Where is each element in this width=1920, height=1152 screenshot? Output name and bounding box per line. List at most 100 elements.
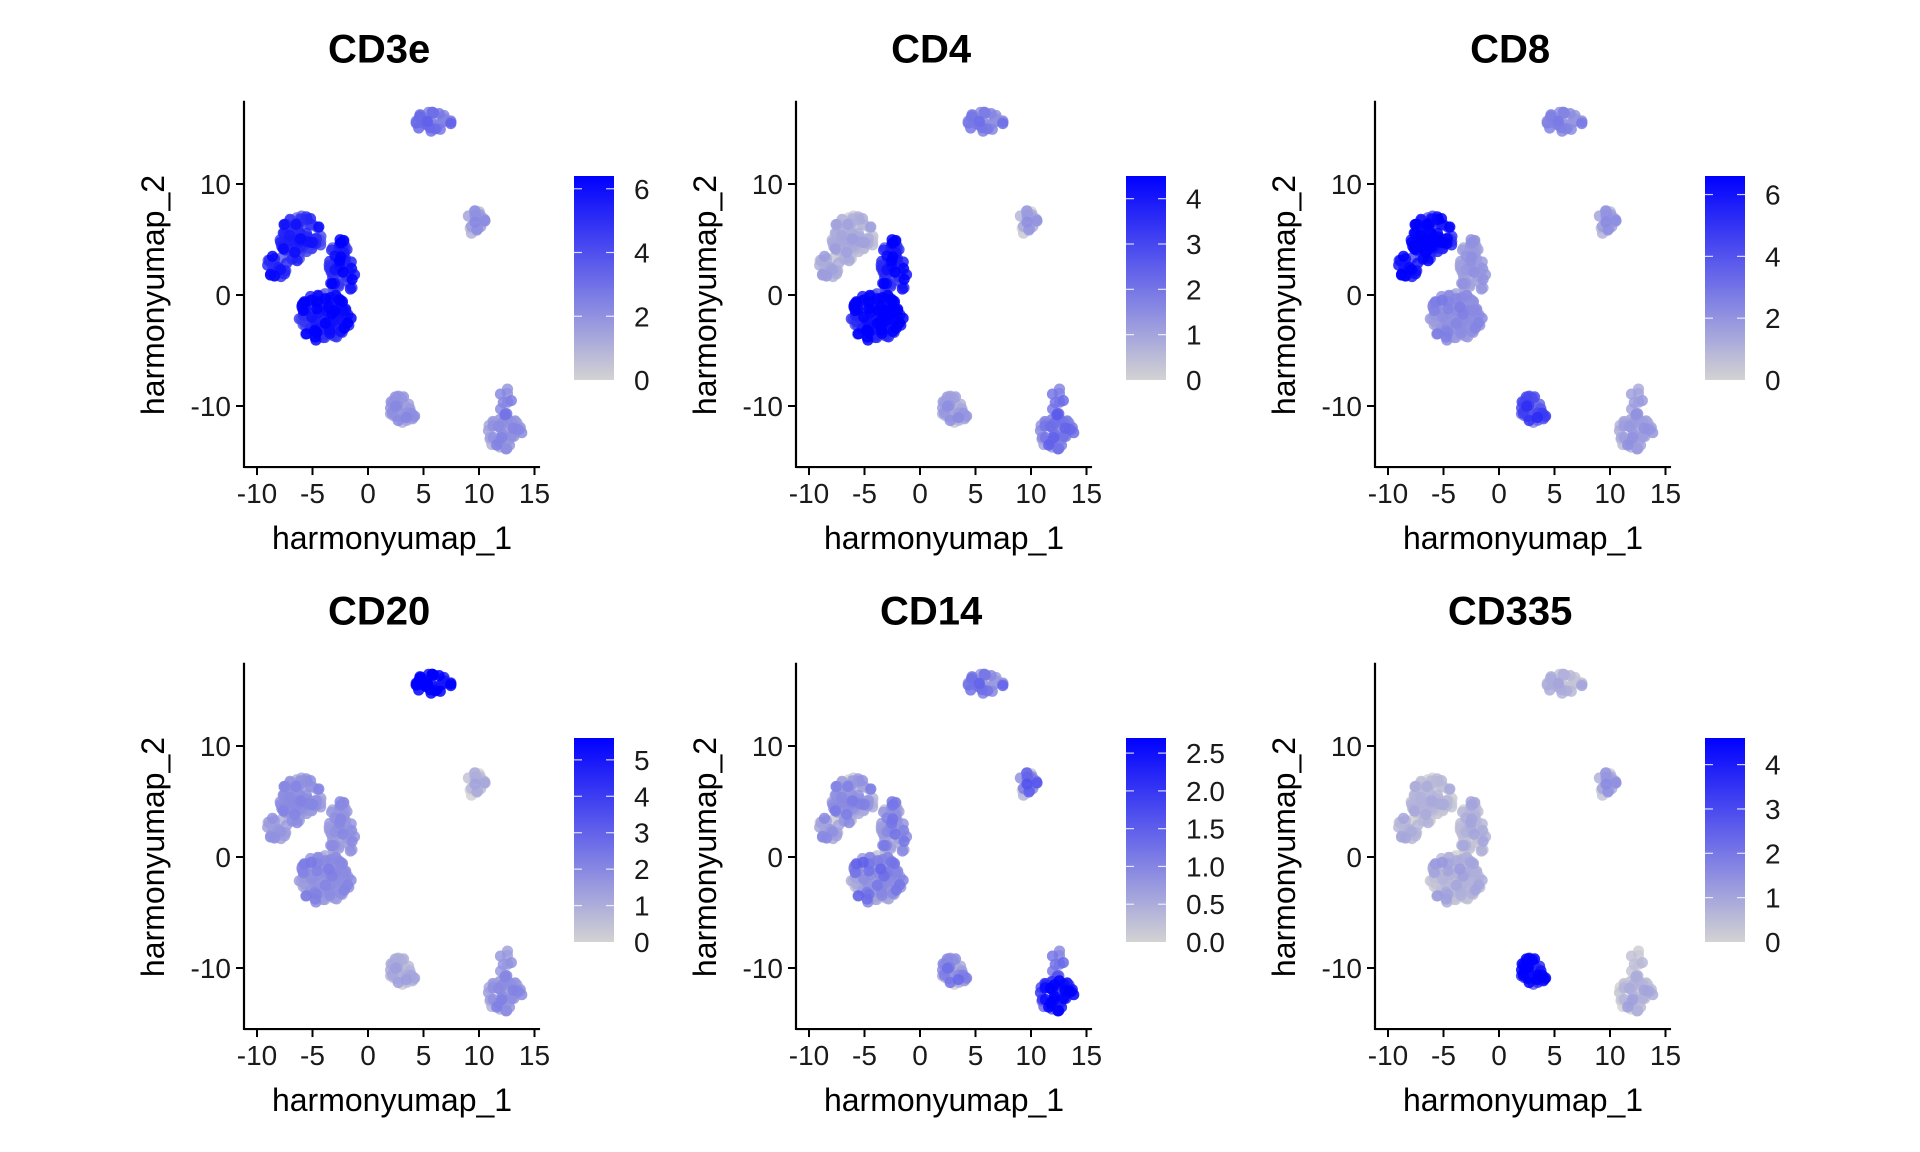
colorbar-tick-label: 3 — [1765, 794, 1781, 825]
cell-point — [843, 817, 855, 829]
cell-point — [898, 273, 910, 285]
cell-point — [492, 420, 504, 432]
panel-title: CD4 — [891, 28, 972, 72]
colorbar-tick-label: 6 — [1765, 180, 1781, 211]
cell-point — [290, 780, 302, 793]
cell-point — [1552, 677, 1564, 690]
cell-point — [319, 317, 331, 329]
cell-point — [1557, 668, 1570, 681]
colorbar-gradient — [1126, 738, 1166, 942]
y-tick-label: 10 — [200, 169, 231, 200]
cell-point — [1044, 420, 1056, 432]
cell-point — [1523, 976, 1535, 989]
x-tick-label: -10 — [789, 1040, 829, 1071]
cell-point — [421, 115, 433, 127]
x-tick-label: -10 — [237, 1040, 277, 1071]
cell-point — [278, 781, 290, 793]
x-axis-label: harmonyumap_1 — [272, 1082, 512, 1118]
cell-point — [479, 215, 491, 227]
cell-point — [313, 783, 325, 795]
x-tick-label: 5 — [416, 478, 432, 509]
cell-point — [1630, 971, 1642, 983]
cell-point — [852, 328, 865, 340]
colorbar-tick-label: 3 — [1186, 229, 1202, 260]
cell-point — [1517, 969, 1529, 981]
cell-point — [888, 857, 901, 870]
points — [262, 106, 528, 455]
cell-point — [829, 805, 842, 817]
cell-point — [1477, 835, 1489, 847]
cell-point — [469, 216, 481, 228]
x-tick-label: 5 — [968, 1040, 984, 1071]
colorbar-tick-label: 0 — [1186, 365, 1202, 396]
cell-point — [1436, 236, 1448, 248]
x-axis-label: harmonyumap_1 — [824, 1082, 1064, 1118]
points — [814, 106, 1080, 455]
cell-point — [479, 777, 491, 789]
cell-point — [871, 317, 883, 329]
cell-point — [507, 422, 519, 434]
cell-point — [1422, 239, 1434, 251]
cell-point — [1450, 317, 1462, 329]
cell-point — [865, 221, 877, 233]
cell-point — [1544, 122, 1556, 134]
y-axis-label: harmonyumap_2 — [687, 737, 723, 977]
cell-point — [268, 270, 281, 282]
x-tick-label: 5 — [1547, 478, 1563, 509]
colorbar-legend: 0 1 2 3 4 5 — [574, 738, 650, 958]
cell-point — [491, 439, 503, 451]
cell-point — [1544, 684, 1556, 696]
cell-point — [841, 808, 853, 820]
cell-point — [1638, 422, 1650, 434]
colorbar-legend: 0 2 4 6 — [574, 174, 650, 396]
colorbar-tick-label: 4 — [1765, 241, 1781, 272]
cell-point — [500, 443, 512, 455]
cell-point — [337, 266, 349, 278]
colorbar-tick-label: 3 — [634, 818, 650, 849]
cell-point — [1052, 443, 1064, 455]
cell-point — [1457, 278, 1469, 290]
colorbar-legend: 0 2 4 6 — [1705, 176, 1781, 396]
x-tick-label: 5 — [1547, 1040, 1563, 1071]
cell-point — [500, 1005, 512, 1017]
cell-point — [1528, 953, 1541, 965]
panel-cd3e: CD3e -10 -5 0 5 10 15 -10 0 10 harmonyumap_1 harmon… — [135, 28, 650, 556]
cell-point — [1466, 237, 1478, 249]
points — [1393, 668, 1659, 1017]
cell-point — [861, 893, 873, 905]
colorbar-tick-label: 0 — [634, 927, 650, 958]
cell-point — [1468, 266, 1480, 278]
cell-point — [397, 391, 410, 403]
cell-point — [297, 866, 309, 879]
cell-point — [1436, 294, 1448, 306]
cell-point — [1467, 857, 1479, 870]
cell-point — [830, 781, 842, 793]
cell-point — [1454, 301, 1466, 313]
colorbar-tick-label: 1.5 — [1186, 814, 1225, 845]
colorbar-tick-label: 0 — [634, 365, 650, 396]
colorbar-tick-label: 4 — [634, 781, 650, 812]
cell-point — [426, 106, 439, 119]
colorbar-tick-label: 2.5 — [1186, 738, 1225, 769]
y-tick-label: 0 — [215, 280, 231, 311]
cell-point — [1043, 439, 1055, 451]
colorbar-tick-label: 6 — [634, 174, 650, 205]
cell-point — [1422, 255, 1434, 267]
points — [814, 668, 1080, 1017]
cell-point — [304, 213, 317, 225]
cell-point — [278, 219, 290, 231]
x-tick-label: -10 — [1368, 478, 1408, 509]
x-tick-label: -10 — [237, 478, 277, 509]
cell-point — [836, 791, 848, 804]
cell-point — [978, 106, 991, 119]
points — [1393, 106, 1659, 455]
cell-point — [320, 293, 332, 305]
cell-point — [965, 122, 977, 134]
cell-point — [1557, 106, 1570, 119]
cell-point — [1444, 221, 1456, 233]
cell-point — [491, 1001, 503, 1013]
colorbar-tick-label: 2.0 — [1186, 776, 1225, 807]
cell-point — [1630, 409, 1642, 421]
colorbar-tick-label: 2 — [1765, 838, 1781, 869]
cell-point — [337, 304, 349, 316]
